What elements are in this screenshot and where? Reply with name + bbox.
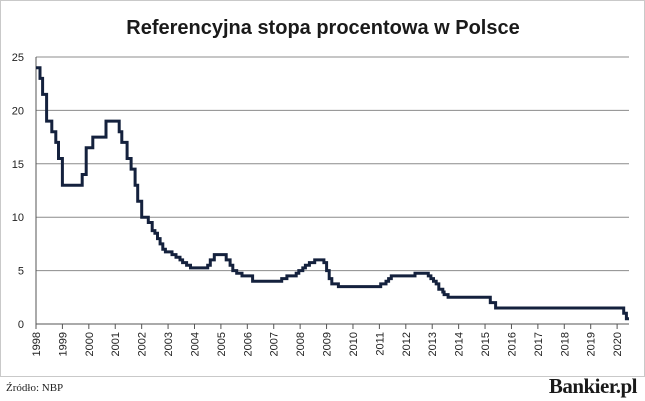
x-tick-label: 2019 [586,332,598,356]
y-tick-label: 20 [12,105,24,117]
y-tick-label: 15 [12,159,24,171]
axes [35,57,629,325]
x-tick-label: 2004 [189,332,201,356]
x-tick-label: 2005 [216,332,228,356]
y-tick-label: 0 [18,319,24,331]
x-tick-label: 2011 [374,332,386,356]
x-tick-label: 2012 [401,332,413,356]
x-tick-label: 1998 [31,332,43,356]
chart-frame: Referencyjna stopa procentowa w Polsce 0… [0,0,645,377]
x-tick-label: 2014 [454,332,466,356]
y-tick-label: 25 [12,52,24,64]
x-tick-label: 2013 [427,332,439,356]
y-tick-label: 5 [18,266,24,278]
x-tick-label: 2003 [163,332,175,356]
y-axis-ticks: 0 5 10 15 20 25 [12,52,24,331]
x-tick-label: 2009 [322,332,334,356]
x-tick-label: 2008 [295,332,307,356]
brand-logo[interactable]: Bankier.pl [548,374,638,398]
x-tick-label: 2015 [480,332,492,356]
x-tick-label: 2000 [84,332,96,356]
x-tick-label: 2016 [506,332,518,356]
gridlines [36,56,629,272]
x-tick-label: 2002 [137,332,149,356]
x-tick-label: 2020 [612,332,624,356]
x-tick-label: 2006 [242,332,254,356]
x-tick-label: 2001 [110,332,122,356]
source-note: Źródło: NBP [6,382,64,394]
x-tick-label: 1999 [57,332,69,356]
chart-title: Referencyjna stopa procentowa w Polsce [126,17,519,39]
x-axis-ticks: 1998 1999 2000 2001 2002 2003 2004 2005 2006 2007… [31,324,624,356]
line-chart: Referencyjna stopa procentowa w Polsce 0… [12,17,629,356]
series [36,66,629,321]
x-tick-label: 2018 [559,332,571,356]
x-tick-label: 2010 [348,332,360,356]
series-line-reference-rate [36,66,629,321]
x-tick-label: 2017 [533,332,545,356]
x-tick-label: 2007 [269,332,281,356]
y-tick-label: 10 [12,212,24,224]
